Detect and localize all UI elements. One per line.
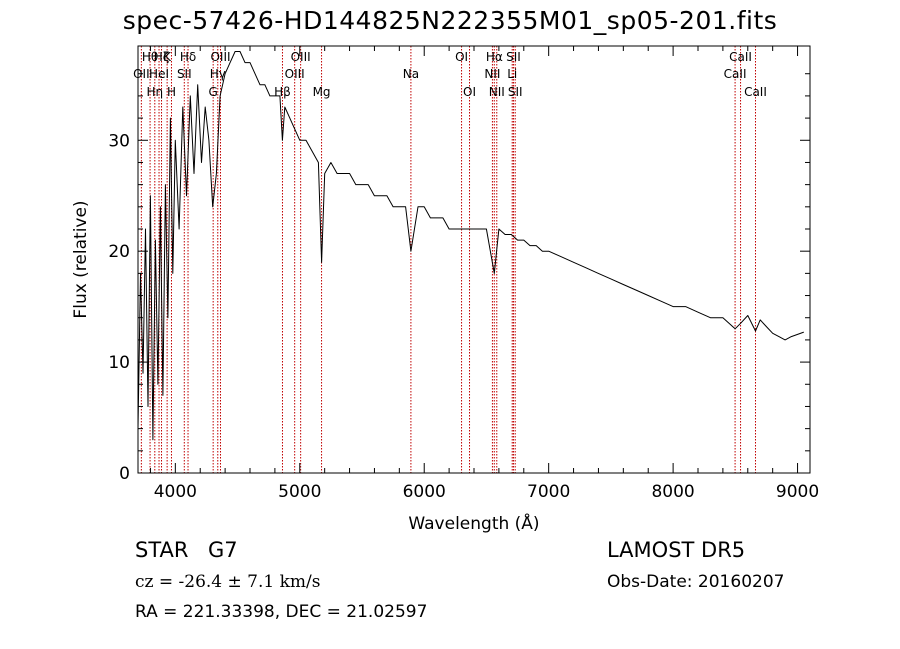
line-label: OIII (210, 50, 230, 64)
y-axis-label: Flux (relative) (71, 200, 91, 318)
line-label: OII (133, 67, 150, 81)
line-label: Hβ (274, 85, 291, 99)
line-label: OI (455, 50, 468, 64)
line-label: CaII (744, 85, 767, 99)
coordinates: RA = 221.33398, DEC = 21.02597 (135, 602, 428, 622)
line-label: Mg (313, 85, 331, 99)
line-label: Hζ (154, 50, 170, 64)
y-tick-label: 20 (108, 242, 130, 262)
plot-frame (137, 45, 811, 474)
obs-date: Obs-Date: 20160207 (607, 572, 785, 592)
x-tick-label: 6000 (403, 482, 446, 502)
line-label: SII (177, 67, 192, 81)
chart-axes: 4000 5000 6000 7000 8000 9000 0 10 20 30 Wavelengt… (71, 45, 819, 534)
line-label: Hδ (180, 50, 196, 64)
line-label: Hγ (210, 67, 226, 81)
line-label: Hη (146, 85, 163, 99)
line-label: OIII (291, 50, 311, 64)
line-markers (140, 46, 756, 473)
chart-title: spec-57426-HD144825N222355M01_sp05-201.f… (122, 6, 778, 35)
object-class: STAR (135, 538, 189, 562)
line-label: CaII (729, 50, 752, 64)
survey-label: LAMOST DR5 (607, 538, 746, 562)
line-label: OI (463, 85, 476, 99)
line-label: HeI (149, 67, 169, 81)
y-tick-label: 30 (108, 131, 130, 151)
object-subclass: G7 (208, 538, 238, 562)
line-labels: OIIHθHηHeIHζKHSIIHδGHγOIIIHβOIIIOIIIMgNa… (133, 50, 767, 99)
x-tick-label: 5000 (278, 482, 321, 502)
x-tick-label: 8000 (651, 482, 694, 502)
line-label: NII (484, 67, 500, 81)
line-label: Hα (486, 50, 503, 64)
line-label: SII (506, 50, 521, 64)
redshift-line: cz = -26.4 ± 7.1 km/s (135, 572, 321, 592)
line-label: Li (507, 67, 517, 81)
line-label: NII (489, 85, 505, 99)
line-label: CaII (724, 67, 747, 81)
y-tick-label: 10 (108, 353, 130, 373)
line-label: SII (508, 85, 523, 99)
spectrum-series (137, 51, 804, 441)
spectrum-line (137, 51, 804, 441)
x-tick-label: 4000 (154, 482, 197, 502)
line-label: Hθ (142, 50, 158, 64)
x-tick-label: 9000 (776, 482, 819, 502)
x-tick-label: 7000 (527, 482, 570, 502)
line-label: H (167, 85, 176, 99)
x-axis-label: Wavelength (Å) (408, 512, 539, 534)
y-tick-label: 0 (119, 464, 130, 484)
line-label: OIII (285, 67, 305, 81)
line-label: K (163, 50, 172, 64)
line-label: Na (403, 67, 419, 81)
line-label: G (209, 85, 218, 99)
